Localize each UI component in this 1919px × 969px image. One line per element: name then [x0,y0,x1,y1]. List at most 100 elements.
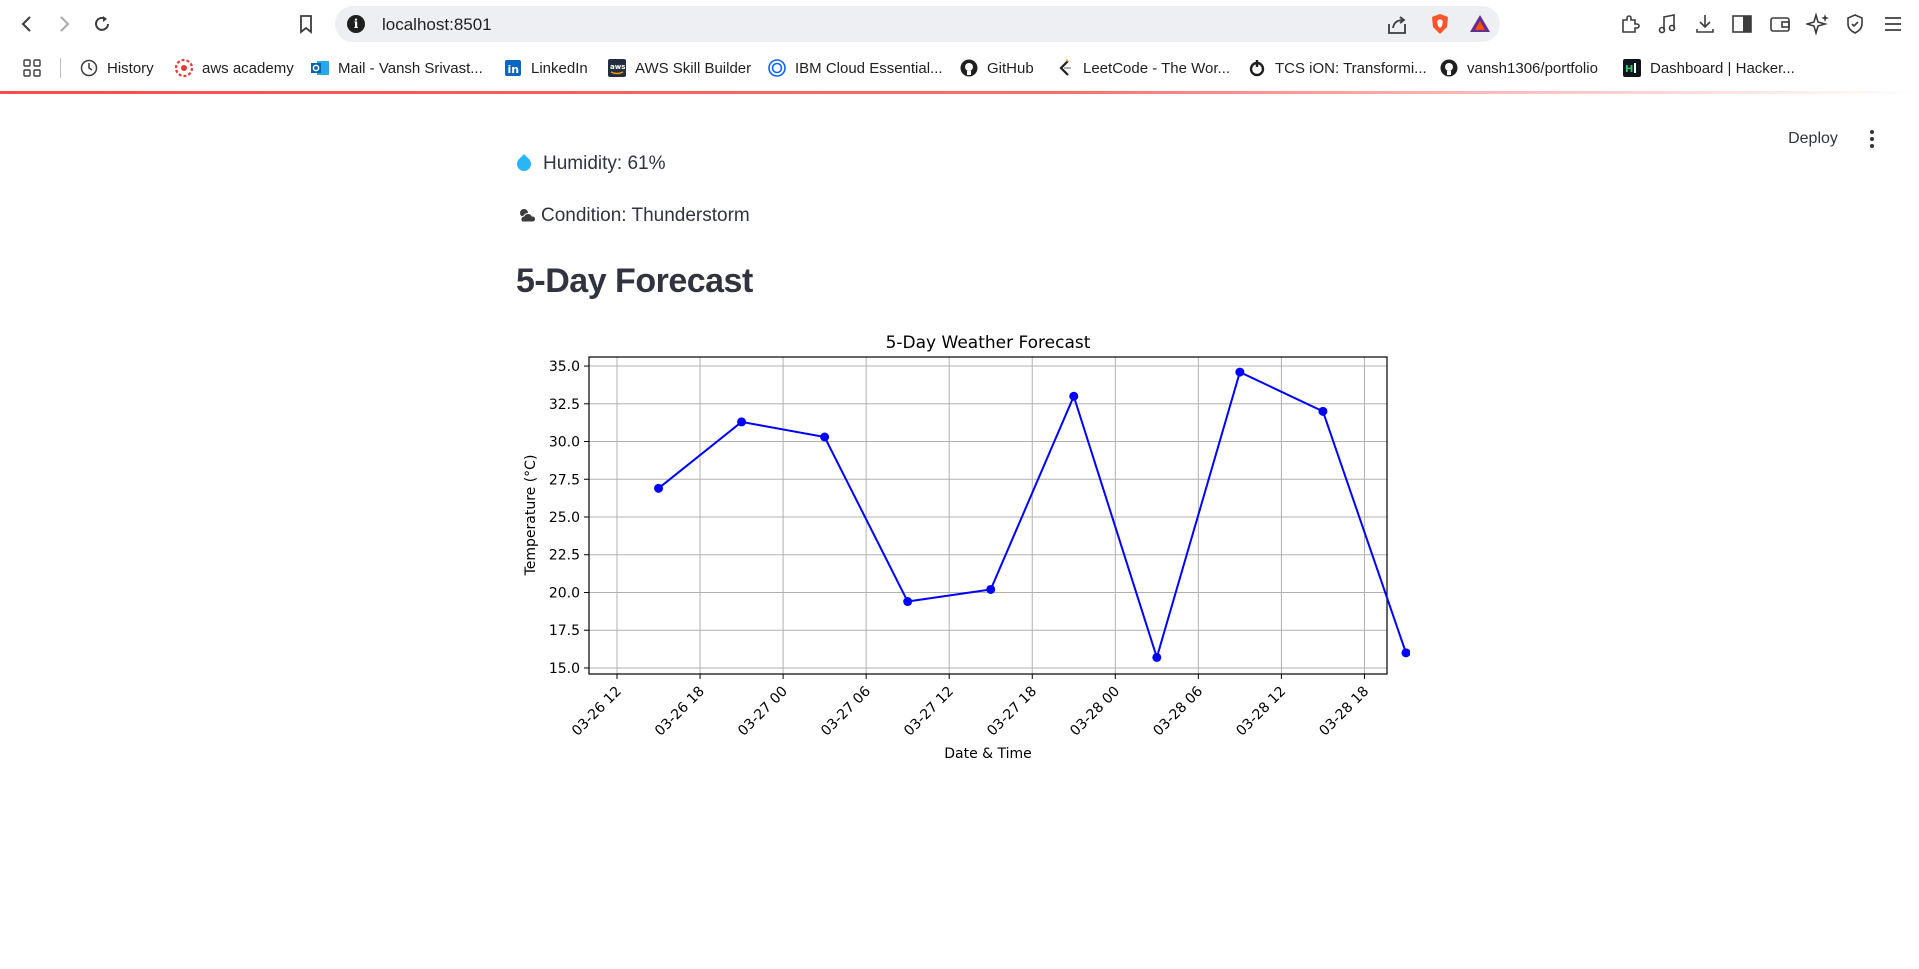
bookmark-label: AWS Skill Builder [635,60,751,77]
bookmarks-bar: History aws academy Mail - Vansh Srivast… [0,48,1919,88]
bookmark-icon [296,14,316,34]
wallet-icon [1768,12,1792,36]
aws-academy-icon [174,58,194,78]
forecast-chart: 5-Day Weather Forecast 15.0 17.5 20.0 22.5 2… [510,322,1410,772]
bookmark-label: vansh1306/portfolio [1467,60,1598,77]
ibm-icon [767,58,787,78]
bookmark-mail[interactable]: Mail - Vansh Srivast... [310,56,483,80]
reload-icon [92,14,112,34]
hackerrank-icon: H [1622,58,1642,78]
svg-text:aws: aws [610,63,625,71]
bookmark-linkedin[interactable]: in LinkedIn [503,56,588,80]
x-axis-label: Date & Time [944,746,1032,762]
bookmark-label: Mail - Vansh Srivast... [338,60,483,77]
humidity-value: Humidity: 61% [543,153,666,174]
vpn-button[interactable] [1843,12,1867,36]
bookmark-github[interactable]: GitHub [959,56,1034,80]
bookmark-label: LinkedIn [531,60,588,77]
github-icon [1439,58,1459,78]
y-tick-label: 35.0 [549,359,580,375]
apps-grid-icon[interactable] [22,58,42,78]
wallet-button[interactable] [1768,12,1792,36]
leetcode-icon [1055,58,1075,78]
address-bar[interactable]: i localhost:8501 [335,6,1500,42]
y-tick-label: 32.5 [549,397,580,413]
bookmarks-separator [60,58,61,78]
data-point [1152,653,1161,662]
site-info-icon[interactable]: i [347,15,365,33]
bookmark-aws-skill-builder[interactable]: aws AWS Skill Builder [607,56,751,80]
dot [1870,137,1874,141]
sparkle-icon [1806,12,1830,36]
bookmark-tcs-ion[interactable]: TCS iON: Transformi... [1247,56,1427,80]
forward-button[interactable] [50,10,78,38]
bookmark-aws-academy[interactable]: aws academy [174,56,294,80]
download-icon [1693,12,1717,36]
browser-menu-button[interactable] [1881,12,1905,36]
media-button[interactable] [1655,12,1679,36]
y-tick-label: 30.0 [549,435,580,451]
github-icon [959,58,979,78]
extensions-button[interactable] [1618,12,1642,36]
scrolled-content-clip: Humidity: 61% [500,94,1420,174]
bookmark-label: IBM Cloud Essential... [795,60,943,77]
dot [1870,144,1874,148]
bookmark-portfolio[interactable]: vansh1306/portfolio [1439,56,1598,80]
back-button[interactable] [13,10,41,38]
y-tick-label: 27.5 [549,472,580,488]
bookmark-leetcode[interactable]: LeetCode - The Wor... [1055,56,1230,80]
forward-arrow-icon [54,14,74,34]
bookmark-ibm-cloud[interactable]: IBM Cloud Essential... [767,56,943,80]
y-tick-label: 20.0 [549,585,580,601]
data-point [1235,368,1244,377]
dot [1870,130,1874,134]
data-point [986,585,995,594]
shield-icon [1843,12,1867,36]
bookmark-history[interactable]: History [79,56,154,80]
y-tick-label: 17.5 [549,623,580,639]
y-tick-label: 15.0 [549,661,580,677]
sidebar-icon [1730,12,1754,36]
condition-value: Condition: Thunderstorm [541,205,750,227]
svg-text:in: in [508,63,520,76]
aws-icon: aws [607,58,627,78]
downloads-button[interactable] [1693,12,1717,36]
reload-button[interactable] [88,10,116,38]
y-axis-label: Temperature (°C) [523,455,539,577]
data-point [1069,392,1078,401]
data-point [737,417,746,426]
cloud-sun-icon [517,207,537,225]
data-point [903,597,912,606]
hamburger-icon [1881,12,1905,36]
bookmark-label: LeetCode - The Wor... [1083,60,1230,77]
share-icon[interactable] [1386,14,1408,36]
outlook-icon [310,58,330,78]
music-note-icon [1655,12,1679,36]
browser-toolbar: i localhost:8501 [0,0,1919,48]
bookmark-label: aws academy [202,60,294,77]
chart-title: 5-Day Weather Forecast [886,333,1091,353]
deploy-button[interactable]: Deploy [1770,124,1856,154]
bookmark-label: TCS iON: Transformi... [1275,60,1427,77]
brave-rewards-icon[interactable] [1468,12,1492,36]
svg-text:H: H [1625,64,1633,75]
back-arrow-icon [17,14,37,34]
linkedin-icon: in [503,58,523,78]
bookmark-hackerrank[interactable]: H Dashboard | Hacker... [1622,56,1795,80]
sidebar-button[interactable] [1730,12,1754,36]
url-text[interactable]: localhost:8501 [382,15,492,35]
bookmark-label: Dashboard | Hacker... [1650,60,1795,77]
bookmark-label: History [107,60,154,77]
leo-ai-button[interactable] [1806,12,1830,36]
history-icon [79,58,99,78]
droplet-icon [514,154,534,174]
humidity-text: Humidity: 61% [517,153,666,174]
y-tick-label: 25.0 [549,510,580,526]
forecast-heading: 5-Day Forecast [516,262,753,301]
app-menu-button[interactable] [1860,124,1884,154]
condition-text: Condition: Thunderstorm [517,205,750,227]
bookmark-page-button[interactable] [292,10,320,38]
brave-shields-icon[interactable] [1428,12,1452,36]
data-point [654,484,663,493]
data-point [1318,407,1327,416]
